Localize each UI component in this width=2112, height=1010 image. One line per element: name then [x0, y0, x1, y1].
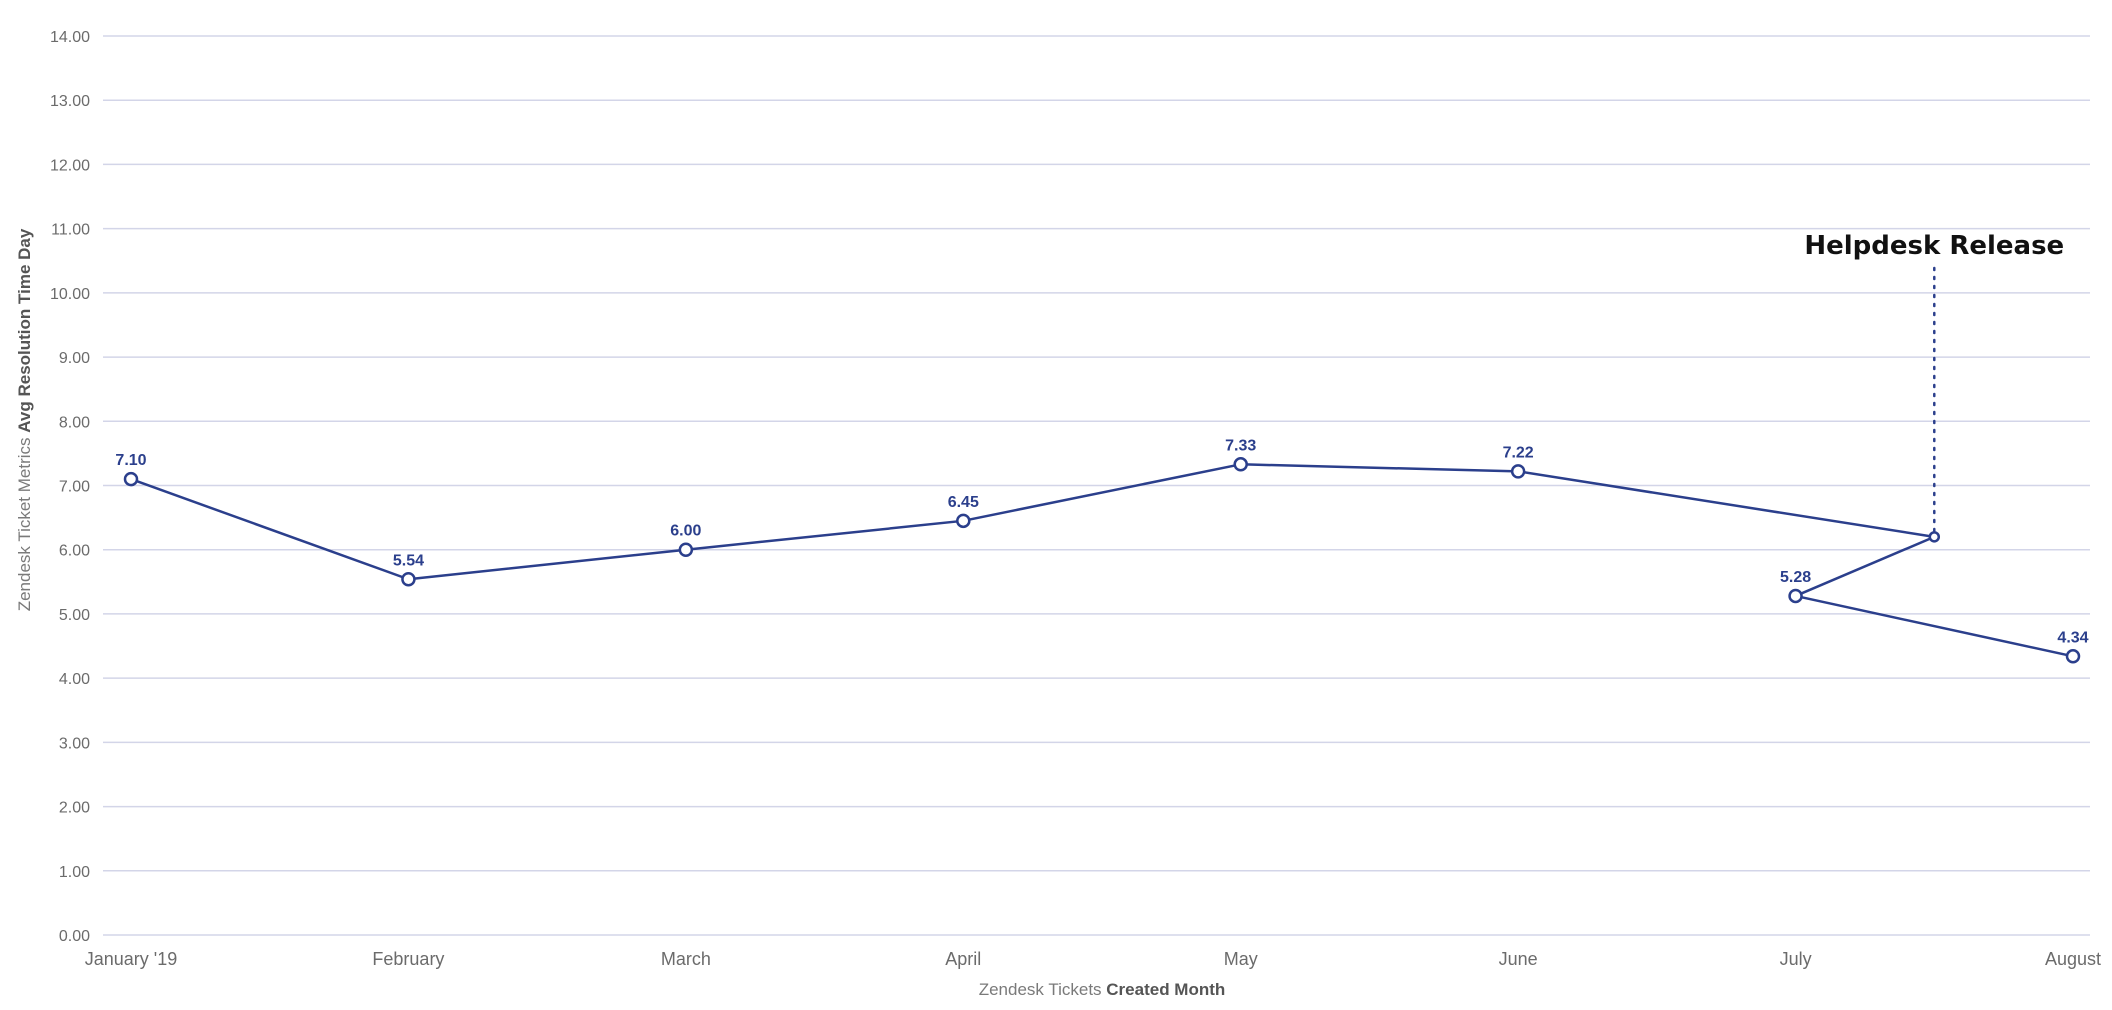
y-tick-label: 8.00	[59, 414, 90, 431]
x-axis-title: Zendesk Tickets Created Month	[979, 980, 1226, 999]
y-tick-label: 5.00	[59, 607, 90, 624]
data-point	[401, 572, 416, 587]
data-label: 5.54	[393, 552, 424, 569]
data-labels: 7.10 5.54 6.00 6.45 7.33 7.22 5.28 4.34	[115, 437, 2088, 646]
y-tick-label: 1.00	[59, 864, 90, 881]
data-point	[678, 542, 694, 557]
y-tick-label: 13.00	[50, 93, 90, 110]
x-tick-label: August	[2045, 949, 2101, 969]
data-label: 7.10	[115, 452, 146, 469]
data-point	[123, 471, 139, 487]
annotation-label: Helpdesk Release	[1804, 231, 2064, 261]
data-point	[956, 513, 971, 529]
annotation: Helpdesk Release	[1804, 231, 2064, 533]
y-tick-label: 14.00	[50, 29, 90, 46]
y-tick-label: 0.00	[59, 928, 90, 945]
x-tick-label: June	[1499, 949, 1538, 969]
y-tick-label: 9.00	[59, 350, 90, 367]
x-axis-title-prefix: Zendesk Tickets	[979, 980, 1102, 999]
x-tick-label: April	[945, 949, 981, 969]
data-label: 7.33	[1225, 437, 1256, 454]
x-tick-label: January '19	[85, 949, 178, 969]
y-tick-label: 6.00	[59, 543, 90, 560]
y-axis-title: Zendesk Ticket Metrics Avg Resolution Ti…	[15, 228, 34, 611]
y-tick-label: 3.00	[59, 735, 90, 752]
gridlines	[103, 35, 2090, 936]
y-tick-label: 12.00	[50, 157, 90, 174]
x-tick-label: March	[661, 949, 711, 969]
data-point	[1510, 464, 1526, 479]
x-tick-label: February	[372, 949, 444, 969]
x-axis-ticks: January '19 February March April May June July…	[85, 949, 2101, 969]
data-point	[1788, 588, 1803, 604]
x-axis-title-bold: Created Month	[1106, 980, 1225, 999]
y-axis-ticks: 0.00 1.00 2.00 3.00 4.00 5.00 6.00 7.00 8.00 9.00…	[50, 29, 90, 945]
y-tick-label: 2.00	[59, 800, 90, 817]
y-tick-label: 11.00	[51, 222, 90, 239]
data-point	[1233, 457, 1248, 472]
data-markers	[123, 457, 2081, 664]
data-label: 6.45	[948, 494, 979, 511]
y-tick-label: 4.00	[59, 671, 90, 688]
data-label: 4.34	[2057, 629, 2088, 646]
y-tick-label: 10.00	[50, 286, 90, 303]
y-axis-title-prefix: Zendesk Ticket Metrics	[15, 437, 34, 611]
data-point	[2065, 649, 2081, 664]
y-tick-label: 7.00	[59, 479, 90, 496]
annotation-point	[1928, 531, 1941, 543]
x-tick-label: May	[1224, 949, 1258, 969]
y-axis-title-bold: Avg Resolution Time Day	[15, 228, 34, 433]
x-tick-label: July	[1780, 949, 1812, 969]
data-label: 7.22	[1503, 444, 1534, 461]
data-label: 6.00	[670, 523, 701, 540]
data-label: 5.28	[1780, 569, 1811, 586]
